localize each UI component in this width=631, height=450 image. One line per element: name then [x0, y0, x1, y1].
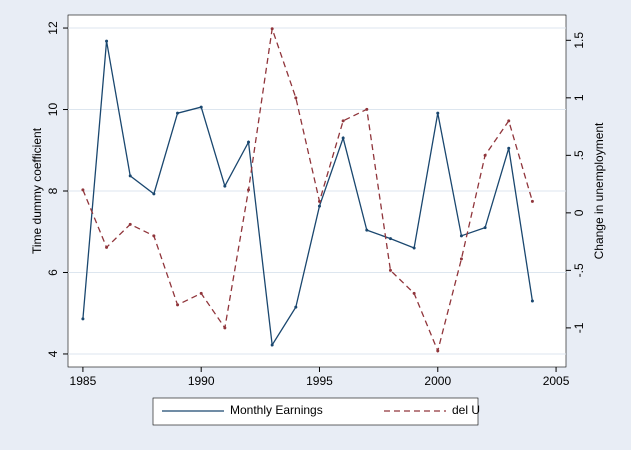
point	[152, 192, 156, 196]
point	[483, 153, 487, 157]
point	[530, 299, 534, 303]
point	[483, 226, 487, 230]
point	[81, 188, 85, 192]
point	[270, 27, 274, 31]
point	[247, 188, 251, 192]
point	[507, 146, 511, 150]
point	[459, 234, 463, 238]
x-tick-label: 1995	[306, 374, 333, 388]
y2-tick-label: 1	[572, 94, 586, 101]
point	[294, 96, 298, 100]
point	[436, 349, 440, 353]
point	[341, 136, 345, 140]
point	[81, 317, 85, 321]
point	[436, 111, 440, 115]
point	[128, 174, 132, 178]
y2-axis-title: Change in unemployment	[592, 122, 606, 259]
point	[388, 237, 392, 241]
legend-label: del U	[452, 403, 480, 417]
point	[176, 111, 180, 115]
point	[317, 199, 321, 203]
point	[507, 119, 511, 123]
point	[317, 204, 321, 208]
x-tick-label: 2005	[543, 374, 570, 388]
point	[270, 343, 274, 347]
y-axis-title: Time dummy coefficient	[30, 127, 44, 254]
point	[105, 245, 109, 249]
point	[530, 199, 534, 203]
point	[294, 305, 298, 309]
point	[223, 184, 227, 188]
point	[341, 119, 345, 123]
y2-tick-label: .5	[572, 150, 586, 160]
point	[199, 105, 203, 109]
x-tick-label: 1985	[70, 374, 97, 388]
point	[223, 326, 227, 330]
y-tick-label: 10	[46, 103, 60, 117]
point	[459, 257, 463, 261]
y2-tick-label: 1.5	[572, 32, 586, 49]
legend-label: Monthly Earnings	[230, 403, 323, 417]
y-tick-label: 8	[46, 187, 60, 194]
y2-tick-label: -.5	[572, 263, 586, 277]
point	[105, 39, 109, 43]
point	[176, 303, 180, 307]
point	[365, 228, 369, 232]
series-line	[82, 40, 534, 347]
point	[199, 291, 203, 295]
y-tick-label: 12	[46, 21, 60, 35]
y2-tick-label: -1	[572, 322, 586, 333]
y2-tick-label: 0	[572, 209, 586, 216]
point	[388, 268, 392, 272]
x-tick-label: 2000	[424, 374, 451, 388]
point	[152, 234, 156, 238]
point	[128, 222, 132, 226]
series-line	[82, 28, 534, 353]
y-tick-label: 6	[46, 269, 60, 276]
y-tick-label: 4	[46, 350, 60, 357]
point	[247, 140, 251, 144]
x-tick-label: 1990	[188, 374, 215, 388]
point	[412, 291, 416, 295]
point	[412, 246, 416, 250]
point	[365, 107, 369, 111]
